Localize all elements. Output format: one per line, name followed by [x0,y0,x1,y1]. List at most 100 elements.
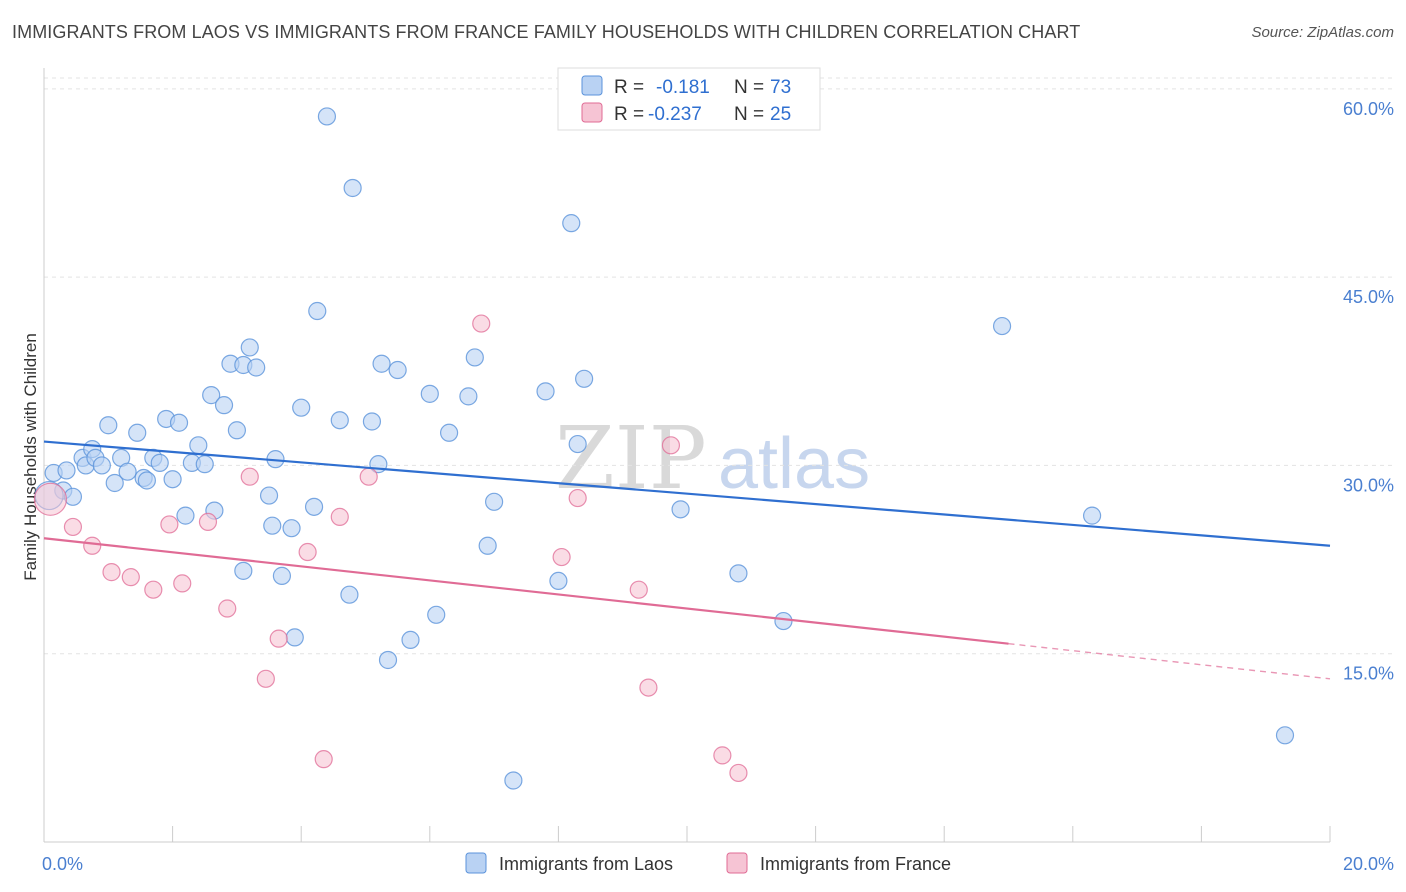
point-france [160,515,179,534]
point-laos [671,500,690,519]
point-france [63,517,83,537]
point-france [144,580,163,599]
x-tick-label-min: 0.0% [42,854,83,874]
point-laos [1082,506,1102,525]
point-laos [63,487,83,506]
point-laos [343,178,362,198]
point-france [240,467,259,486]
x-tick-label-max: 20.0% [1343,854,1394,874]
point-laos [504,771,523,790]
point-france [629,580,648,599]
trend-line-france [43,537,1009,645]
point-laos [214,396,234,415]
point-france [121,568,140,587]
point-laos [575,369,594,388]
point-france [269,629,288,648]
point-laos [163,470,182,489]
point-laos [263,516,282,535]
point-france [256,669,275,688]
point-laos [378,650,398,670]
stats-n-label-laos: N = [734,77,764,98]
point-laos [92,456,111,475]
point-laos [105,473,124,493]
stats-n-label-france: N = [734,104,764,125]
point-laos [562,214,581,233]
y-tick-label: 15.0% [1343,664,1394,684]
point-france [639,678,658,697]
tick-labels: 15.0% 30.0% 45.0% 60.0% 0.0% 20.0% [42,99,1394,874]
legend-swatch-france [726,852,748,874]
point-france [552,547,571,567]
point-laos [202,386,221,405]
point-laos [729,564,748,583]
point-laos [427,605,446,624]
point-france [173,574,192,593]
point-laos [234,561,253,580]
point-laos [304,497,324,516]
chart-title: IMMIGRANTS FROM LAOS VS IMMIGRANTS FROM … [12,22,1081,42]
point-laos [549,571,568,591]
point-laos [176,506,195,525]
point-france [198,512,218,532]
legend-label-france: Immigrants from France [760,854,951,874]
legend-swatch-laos [465,852,487,874]
point-laos [272,566,292,585]
axes [43,68,1331,843]
point-laos [330,411,349,430]
point-france [472,314,491,333]
point-france [568,488,587,508]
point-laos [247,358,266,377]
y-tick-label: 30.0% [1343,475,1394,495]
stats-r-label-france: R = [614,104,644,125]
point-laos [118,462,137,481]
point-laos [227,421,246,440]
stats-n-value-france: 25 [770,104,791,125]
point-france [713,746,732,765]
point-france [33,482,68,516]
y-tick-label: 60.0% [1343,99,1394,119]
point-laos [362,412,382,431]
point-laos [568,434,587,454]
point-laos [137,471,156,490]
point-france [102,563,121,582]
point-laos [340,585,359,604]
point-laos [57,461,76,480]
stats-swatch-laos [581,75,603,96]
stats-r-value-france: -0.237 [648,104,702,125]
stats-r-value-laos: -0.181 [656,77,710,98]
legend-label-laos: Immigrants from Laos [499,854,673,874]
point-laos [372,354,391,373]
point-laos [150,453,169,473]
y-tick-label: 45.0% [1343,287,1394,307]
point-laos [292,398,311,417]
point-france [359,467,378,486]
point-france [661,436,681,455]
point-laos [459,387,478,406]
point-laos [195,455,214,474]
stats-r-label-laos: R = [614,77,644,98]
point-laos [420,384,439,403]
stats-n-value-laos: 73 [770,77,791,98]
point-laos [536,382,555,401]
point-laos [439,423,459,442]
trend-line-laos [43,440,1331,547]
point-laos [317,107,337,126]
chart-source: Source: ZipAtlas.com [1251,24,1394,41]
point-laos [282,519,301,538]
point-laos [189,436,208,455]
trend-lines [43,440,1331,680]
point-laos [774,611,793,631]
point-laos [1275,726,1295,745]
point-laos [401,630,420,649]
point-france [218,599,237,618]
stats-legend: R = -0.181 N = 73 R = -0.237 N = 25 [557,67,821,131]
trend-line-france-extension [1008,642,1331,680]
point-laos [99,416,118,435]
point-france [729,763,748,783]
point-laos [128,423,147,442]
series-france-points [33,314,748,783]
point-laos [285,628,304,647]
point-laos [478,536,497,555]
point-laos [485,492,504,511]
